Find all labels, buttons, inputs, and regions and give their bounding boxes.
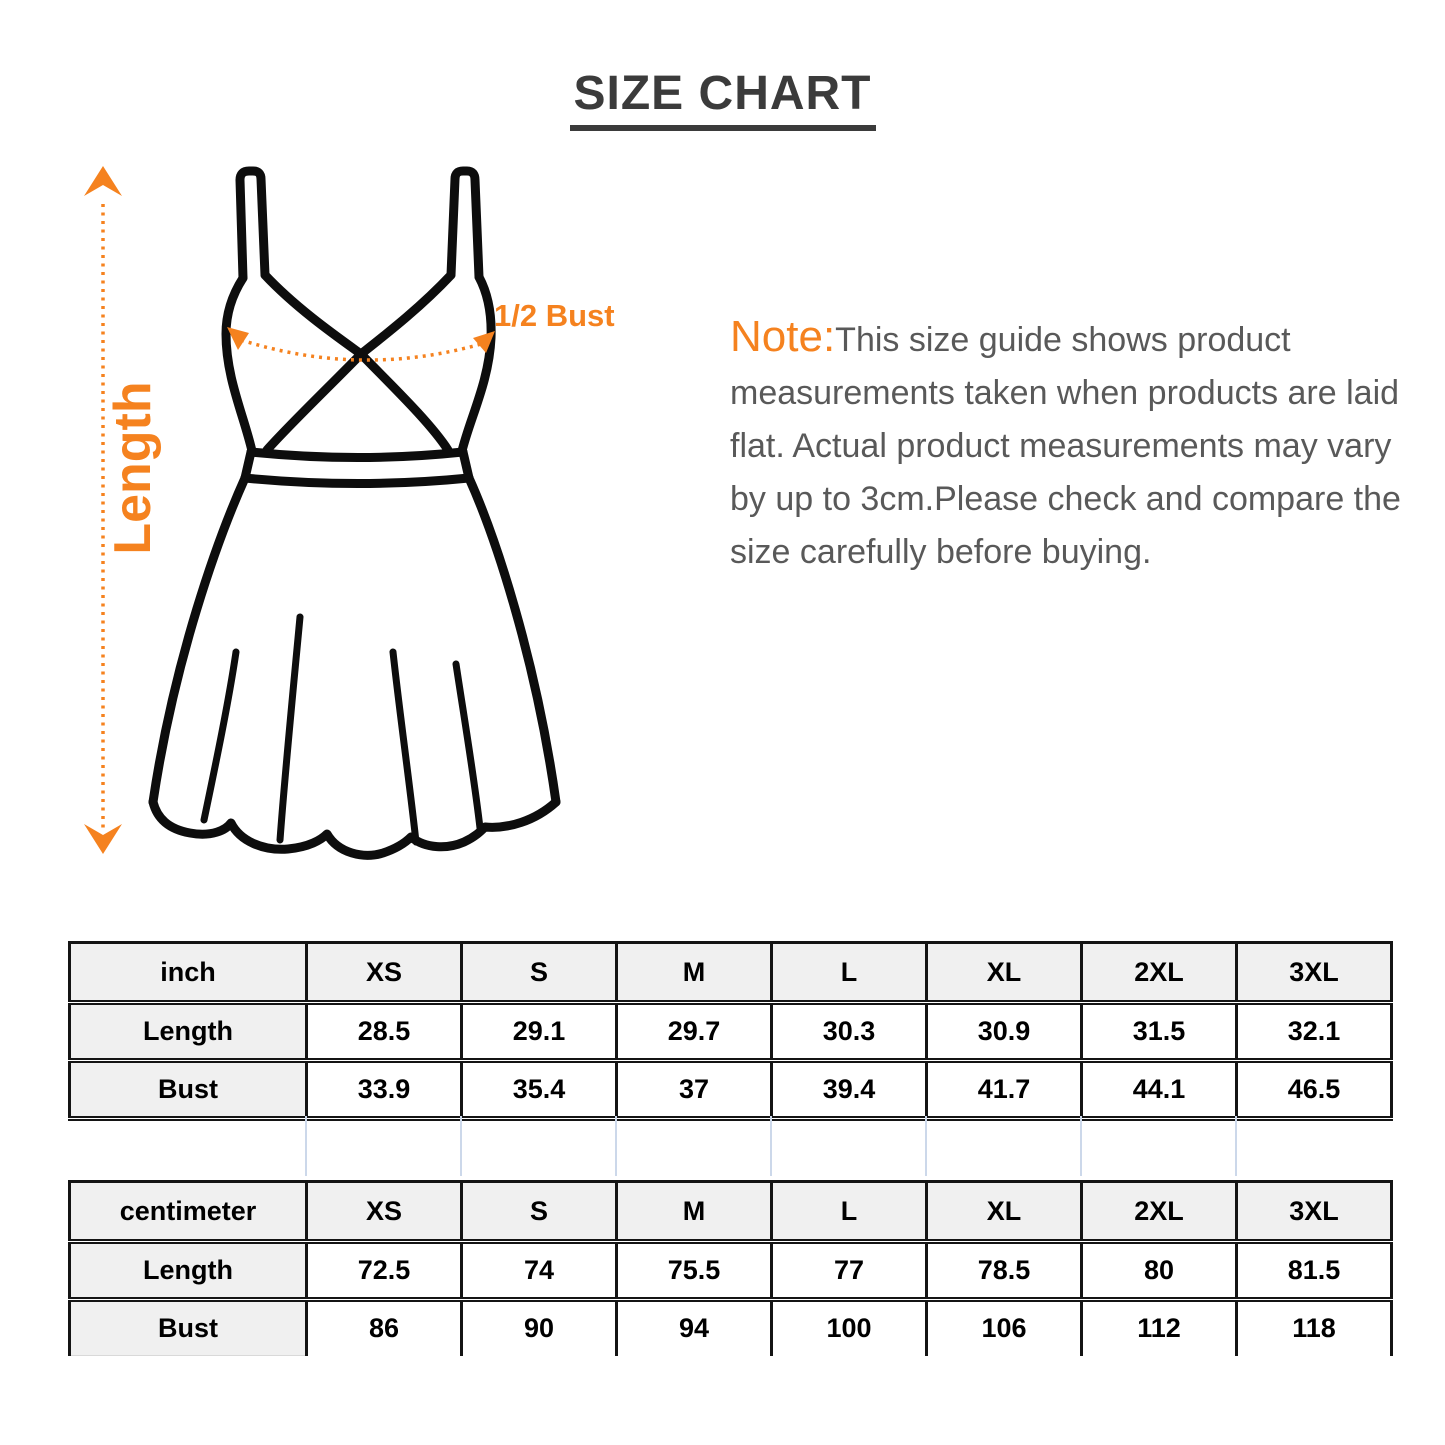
length-arrow-icon — [84, 166, 122, 854]
gridline — [1235, 1116, 1237, 1176]
value-cell: 86 — [305, 1299, 463, 1356]
value-cell: 28.5 — [305, 1002, 463, 1063]
table-row-bust: Bust 86 90 94 100 106 112 118 — [68, 1299, 1393, 1356]
note-prefix: Note: — [730, 312, 836, 361]
size-header-cell: XS — [305, 941, 463, 1005]
value-cell: 118 — [1235, 1299, 1393, 1356]
value-cell: 29.7 — [615, 1002, 773, 1063]
value-cell: 30.3 — [770, 1002, 928, 1063]
value-cell: 100 — [770, 1299, 928, 1356]
value-cell: 106 — [925, 1299, 1083, 1356]
size-table-inch: inch XS S M L XL 2XL 3XL Length 28.5 29.… — [68, 941, 1393, 1121]
size-header-cell: L — [770, 1180, 928, 1244]
dress-diagram: Length 1/2 Bust — [84, 166, 615, 860]
unit-header-cell: inch — [68, 941, 308, 1005]
note-paragraph: Note:This size guide shows product measu… — [730, 310, 1406, 579]
row-label-cell: Length — [68, 1002, 308, 1063]
title-container: SIZE CHART — [0, 66, 1445, 131]
row-label-cell: Bust — [68, 1060, 308, 1121]
size-header-cell: L — [770, 941, 928, 1005]
value-cell: 32.1 — [1235, 1002, 1393, 1063]
table-row-length: Length 28.5 29.1 29.7 30.3 30.9 31.5 32.… — [68, 1002, 1393, 1063]
value-cell: 31.5 — [1080, 1002, 1238, 1063]
value-cell: 74 — [460, 1241, 618, 1302]
value-cell: 72.5 — [305, 1241, 463, 1302]
unit-header-cell: centimeter — [68, 1180, 308, 1244]
size-header-cell: M — [615, 1180, 773, 1244]
value-cell: 75.5 — [615, 1241, 773, 1302]
size-header-cell: S — [460, 1180, 618, 1244]
size-table-centimeter: centimeter XS S M L XL 2XL 3XL Length 72… — [68, 1180, 1393, 1356]
value-cell: 77 — [770, 1241, 928, 1302]
gridline — [770, 1116, 772, 1176]
gridline — [615, 1116, 617, 1176]
bust-arrow-icon — [227, 327, 495, 362]
dress-outline — [148, 166, 561, 860]
size-header-cell: S — [460, 941, 618, 1005]
table-header-row: centimeter XS S M L XL 2XL 3XL — [68, 1180, 1393, 1244]
value-cell: 78.5 — [925, 1241, 1083, 1302]
size-header-cell: 2XL — [1080, 941, 1238, 1005]
value-cell: 80 — [1080, 1241, 1238, 1302]
value-cell: 35.4 — [460, 1060, 618, 1121]
value-cell: 81.5 — [1235, 1241, 1393, 1302]
value-cell: 94 — [615, 1299, 773, 1356]
bust-label: 1/2 Bust — [494, 298, 615, 333]
length-label: Length — [104, 381, 162, 554]
value-cell: 46.5 — [1235, 1060, 1393, 1121]
row-label-cell: Bust — [68, 1299, 308, 1356]
row-label-cell: Length — [68, 1241, 308, 1302]
table-header-row: inch XS S M L XL 2XL 3XL — [68, 941, 1393, 1005]
size-header-cell: XL — [925, 1180, 1083, 1244]
value-cell: 39.4 — [770, 1060, 928, 1121]
gridline — [305, 1116, 307, 1176]
size-header-cell: 3XL — [1235, 1180, 1393, 1244]
value-cell: 33.9 — [305, 1060, 463, 1121]
value-cell: 37 — [615, 1060, 773, 1121]
gridline — [1080, 1116, 1082, 1176]
size-header-cell: XL — [925, 941, 1083, 1005]
value-cell: 30.9 — [925, 1002, 1083, 1063]
page-title: SIZE CHART — [569, 66, 876, 131]
gridline — [460, 1116, 462, 1176]
note-body: This size guide shows product measuremen… — [730, 321, 1401, 571]
value-cell: 44.1 — [1080, 1060, 1238, 1121]
size-header-cell: M — [615, 941, 773, 1005]
gridline — [925, 1116, 927, 1176]
size-header-cell: 2XL — [1080, 1180, 1238, 1244]
value-cell: 112 — [1080, 1299, 1238, 1356]
value-cell: 29.1 — [460, 1002, 618, 1063]
value-cell: 90 — [460, 1299, 618, 1356]
value-cell: 41.7 — [925, 1060, 1083, 1121]
table-row-bust: Bust 33.9 35.4 37 39.4 41.7 44.1 46.5 — [68, 1060, 1393, 1121]
table-row-length: Length 72.5 74 75.5 77 78.5 80 81.5 — [68, 1241, 1393, 1302]
size-header-cell: XS — [305, 1180, 463, 1244]
size-header-cell: 3XL — [1235, 941, 1393, 1005]
